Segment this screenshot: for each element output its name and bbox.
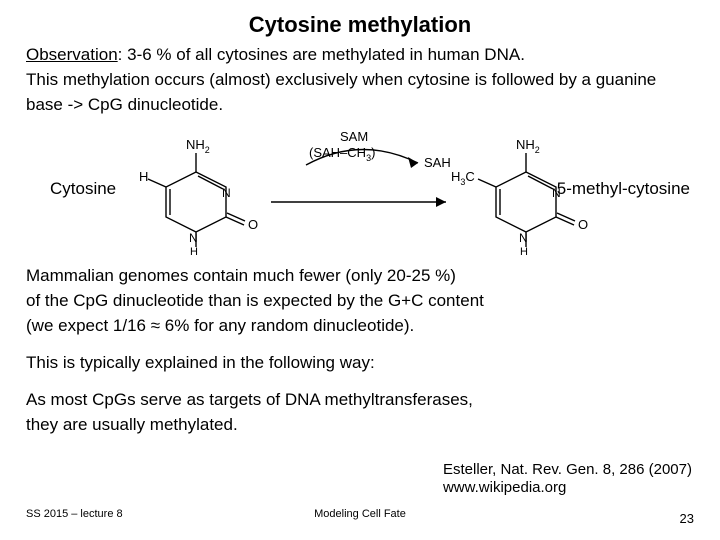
footer-center: Modeling Cell Fate — [0, 508, 720, 520]
slide-title: Cytosine methylation — [26, 12, 694, 38]
svg-text:N: N — [519, 231, 528, 245]
p3a: As most CpGs serve as targets of DNA met… — [26, 389, 694, 412]
p3b: they are usually methylated. — [26, 414, 694, 437]
p2: This is typically explained in the follo… — [26, 352, 694, 375]
observation-label: Observation — [26, 45, 118, 64]
slide: Cytosine methylation Observation: 3-6 % … — [0, 0, 720, 540]
svg-text:H: H — [520, 246, 528, 257]
intro-line3: base -> CpG dinucleotide. — [26, 94, 694, 117]
svg-text:NH2: NH2 — [516, 137, 540, 155]
citation-line2: www.wikipedia.org — [443, 479, 692, 498]
body-block: Mammalian genomes contain much fewer (on… — [26, 265, 694, 437]
observation-line1: Observation: 3-6 % of all cytosines are … — [26, 44, 694, 67]
svg-text:O: O — [248, 217, 258, 232]
observation-rest: : 3-6 % of all cytosines are methylated … — [118, 45, 525, 64]
svg-text:N: N — [189, 231, 198, 245]
svg-text:N: N — [222, 186, 231, 200]
footer-page-number: 23 — [680, 511, 694, 526]
citation: Esteller, Nat. Rev. Gen. 8, 286 (2007) w… — [443, 461, 692, 499]
svg-text:H: H — [190, 246, 198, 257]
svg-text:O: O — [578, 217, 588, 232]
svg-text:NH2: NH2 — [186, 137, 210, 155]
citation-line1: Esteller, Nat. Rev. Gen. 8, 286 (2007) — [443, 461, 692, 480]
svg-text:SAH: SAH — [424, 155, 451, 170]
intro-line2: This methylation occurs (almost) exclusi… — [26, 69, 694, 92]
svg-text:N: N — [552, 186, 561, 200]
svg-text:H3C: H3C — [451, 169, 475, 187]
svg-text:SAM: SAM — [340, 129, 368, 144]
p1b: of the CpG dinucleotide than is expected… — [26, 290, 694, 313]
svg-text:H: H — [139, 169, 148, 184]
svg-text:(SAH–CH3): (SAH–CH3) — [309, 145, 375, 163]
reaction-svg: NH2 H N N H O SAM (SAH–CH3) SAH — [26, 127, 696, 257]
reaction-diagram: Cytosine 5-methyl-cytosine NH2 H N N H O — [26, 127, 694, 257]
p1c: (we expect 1/16 ≈ 6% for any random dinu… — [26, 315, 694, 338]
p1a: Mammalian genomes contain much fewer (on… — [26, 265, 694, 288]
